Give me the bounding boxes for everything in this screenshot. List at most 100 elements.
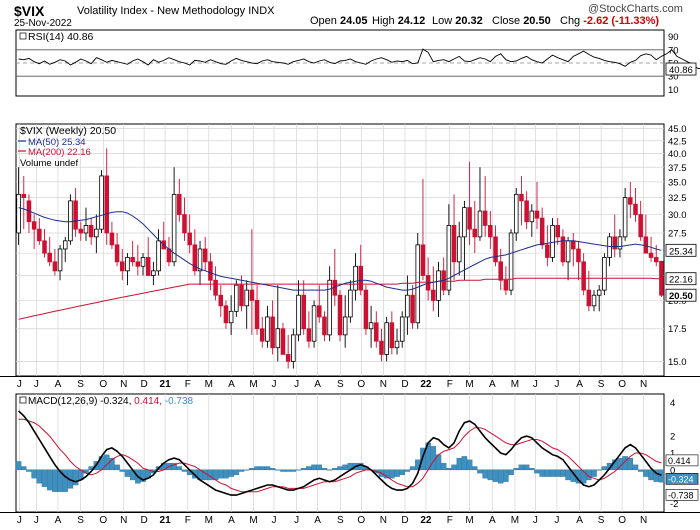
macd-hist-bar [41,469,48,487]
candle-body [586,289,592,307]
x-tick-label: A [228,515,235,526]
rsi-last-label: 40.86 [669,65,693,76]
candle-body [99,175,104,230]
candle-body [337,294,343,336]
x-tick-label: D [401,379,408,390]
x-tick-label: S [77,379,84,390]
x-tick-label: M [465,515,473,526]
candle-body [451,225,457,263]
candle-body [125,257,130,272]
quote-low: Low 20.32 [432,16,483,27]
candle-body [135,261,141,267]
x-tick-label: O [618,515,626,526]
candle-body [249,289,255,301]
macd-hist-bar [513,468,519,471]
candle-body [612,236,618,250]
macd-hist-bar [295,469,302,471]
x-tick-label: J [533,379,538,390]
candle-body [62,240,68,250]
macd-last-box [665,473,699,485]
macd-y-tick: -2 [670,499,678,510]
macd-hist-bar [15,461,22,471]
candle-body [31,221,37,230]
x-tick-label: N [120,379,127,390]
macd-legend-hist: -0.738 [165,396,194,407]
macd-hist-bar [176,466,183,471]
candle-body [68,200,73,242]
x-tick-label: D [141,379,148,390]
candle-body [534,210,540,219]
macd-hist-bar [311,464,317,471]
candle-body [182,214,187,234]
volume-legend: Volume undef [20,158,78,169]
macd-line [18,410,662,496]
candle-body [410,294,415,324]
candle-body [431,289,436,301]
x-tick-label: D [141,515,148,526]
macd-hist-bar [342,464,348,471]
x-tick-label: J [533,515,538,526]
macd-hist-bar [560,469,566,477]
candle-body [508,232,514,291]
macd-hist-bar [565,469,571,481]
macd-hist-bar [482,469,488,479]
rsi-line [18,48,700,70]
brand-watermark: @StockCharts.com [588,3,683,15]
macd-hist-bar [487,469,494,481]
ma200-legend: MA(200) 22.16 [28,147,91,158]
candle-body [503,279,509,291]
x-tick-label: A [314,379,321,390]
x-tick-label: A [489,515,496,526]
candle-body [342,316,348,336]
macd-hist-bar [233,469,240,476]
candle-body [368,322,374,330]
x-tick-label: A [55,379,62,390]
candle-body [73,200,78,230]
candle-body [519,193,524,202]
candle-body [653,257,659,263]
x-tick-label: 21 [160,515,172,526]
candle-body [156,240,161,272]
x-tick-label: J [271,515,276,526]
macd-hist-bar [269,468,276,471]
candle-body [524,200,529,223]
candle-body [213,279,218,296]
x-tick-label: N [120,515,127,526]
candle-body [488,225,493,238]
candle-body [197,248,203,272]
candle-body [270,316,275,349]
candle-body [374,322,379,342]
x-tick-label: F [447,379,453,390]
macd-hist-bar [554,469,561,477]
x-tick-label: A [576,379,583,390]
x-tick-label: S [77,515,84,526]
x-tick-label: 22 [420,515,432,526]
price-y-tick: 37.5 [668,163,687,174]
macd-hist-bar [461,456,468,471]
candle-body [399,316,405,342]
macd-y-tick: 0 [670,465,675,476]
price-y-tick: 40.0 [668,149,687,160]
macd-hist-bar [632,464,639,471]
macd-hist-bar [181,469,188,472]
candle-body [405,294,410,318]
candle-body [462,207,467,238]
candle-body [607,236,612,258]
macd-hist-bar [316,464,323,471]
x-tick-label: S [598,379,605,390]
macd-hist-bar [290,469,297,472]
macd-hist-bar [451,464,457,471]
candle-body [353,265,358,291]
price-y-tick: 15.0 [668,357,687,368]
candle-body [57,248,63,272]
x-tick-label: O [99,379,107,390]
x-tick-label: M [249,515,257,526]
macd-hist-bar [300,468,307,471]
candle-body [280,328,286,355]
x-tick-label: S [337,379,344,390]
candle-body [482,210,488,226]
candle-body [37,228,42,242]
macd-hist-bar [492,469,499,482]
candle-body [234,284,239,312]
quote-change: Chg -2.62 (-11.33%) [560,16,659,27]
